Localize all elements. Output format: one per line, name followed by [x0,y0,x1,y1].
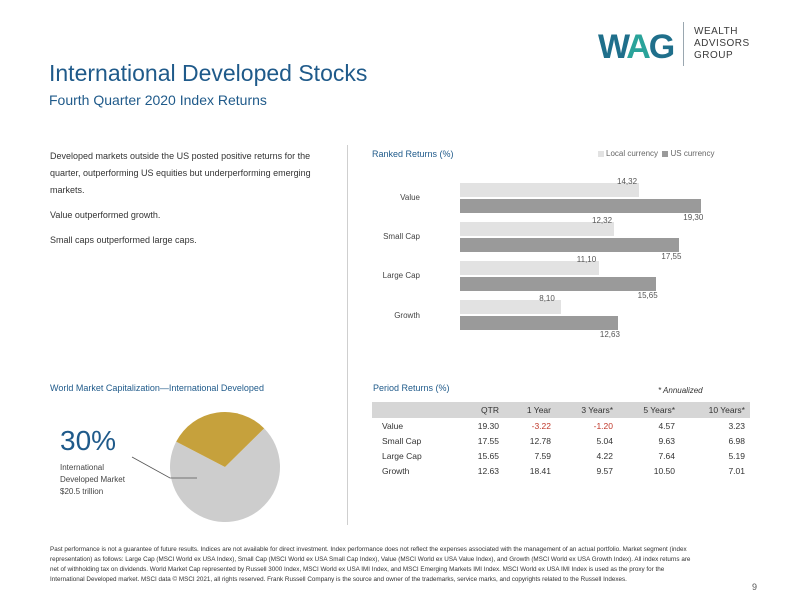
table-cell: 10.50 [653,465,675,476]
table-cell: 4.57 [658,420,675,431]
bar-label-value-local: 14,32 [617,177,638,186]
bar-value-local [460,183,639,197]
annualized-note: * Annualized [658,386,703,395]
table-cell: 18.41 [529,465,551,476]
table-cell: 6.98 [728,435,745,446]
bar-large-cap-local [460,261,599,275]
table-cell: 4.22 [596,450,613,461]
legend-usd-label: US currency [670,149,715,158]
pie-note: International Developed Market $20.5 tri… [60,462,150,498]
legend-swatch-local [598,150,604,157]
bar-growth-local [460,300,562,314]
table-cell: 5.04 [596,435,613,446]
table-cell: 9.63 [658,435,675,446]
pie-note-line-3: $20.5 trillion [60,487,104,496]
bar-small-cap-usd [460,238,680,252]
table-header-5yr: 5 Years* [618,402,680,418]
bar-label-small-cap-usd: 17,55 [661,252,682,261]
table-cell: -3.22 [531,420,551,431]
table-row: Growth 12.63 18.41 9.57 10.50 7.01 [372,463,750,478]
logo-wordmark: WEALTH ADVISORS GROUP [694,26,750,62]
pie-note-line-1: International [60,463,105,472]
logo-line-1: WEALTH [694,26,738,37]
table-cell: 3.23 [728,420,745,431]
table-header-row: QTR 1 Year 3 Years* 5 Years* 10 Years* [372,402,750,418]
table-cell: 17.55 [477,435,499,446]
market-cap-title: World Market Capitalization—Internationa… [50,383,264,393]
table-cell: 7.01 [728,465,745,476]
market-cap-pie-chart [131,412,280,522]
table-cell: Large Cap [382,450,422,461]
pie-callout-line [131,456,197,479]
commentary-line-3: Small caps outperformed large caps. [50,235,197,245]
commentary: Developed markets outside the US posted … [50,148,340,257]
table-cell: 12.78 [529,435,551,446]
logo-letter-w: W [598,28,628,66]
table-row: Large Cap 15.65 7.59 4.22 7.64 5.19 [372,448,750,463]
category-label-small-cap: Small Cap [383,232,420,241]
legend-local-label: Local currency [606,149,659,158]
bar-growth-usd [460,316,618,330]
bar-label-small-cap-local: 12,32 [592,216,613,225]
table-cell: 15.65 [477,450,499,461]
period-returns-table: QTR 1 Year 3 Years* 5 Years* 10 Years* V… [372,402,750,478]
commentary-line-2: Value outperformed growth. [50,210,161,220]
logo-mark: WAG [598,28,675,67]
logo-letter-a: A [626,28,651,66]
legend-swatch-usd [662,150,669,157]
table-header-10yr: 10 Years* [680,402,750,418]
bar-large-cap-usd [460,277,656,291]
table-header-1yr: 1 Year [504,402,556,418]
bar-label-large-cap-local: 11,10 [576,255,597,264]
table-cell: 7.59 [534,450,551,461]
pie-slice-rest-of-world [169,428,280,522]
bar-label-growth-usd: 12,63 [599,330,620,339]
table-cell: 9.57 [596,465,613,476]
page-title: International Developed Stocks [49,60,368,86]
section-divider [347,145,348,525]
category-label-growth: Growth [394,311,420,320]
bar-label-value-usd: 19,30 [683,213,704,222]
category-label-large-cap: Large Cap [382,271,420,280]
table-cell: Small Cap [382,435,422,446]
table-row: Small Cap 17.55 12.78 5.04 9.63 6.98 [372,433,750,448]
commentary-line-1: Developed markets outside the US posted … [50,151,311,195]
bar-label-large-cap-usd: 15,65 [637,291,658,300]
page-subtitle: Fourth Quarter 2020 Index Returns [49,92,267,108]
pie-note-line-2: Developed Market [60,475,125,484]
logo-divider [683,22,684,66]
table-row: Value 19.30 -3.22 -1.20 4.57 3.23 [372,418,750,433]
period-returns-title: Period Returns (%) [373,383,450,393]
bar-label-growth-local: 8,10 [539,294,555,303]
ranked-returns-title: Ranked Returns (%) [372,149,454,159]
table-cell: Growth [382,465,410,476]
table-header-qtr: QTR [452,402,504,418]
disclosure-footer: Past performance is not a guarantee of f… [50,546,691,583]
table-cell: -1.20 [593,420,613,431]
logo-letter-g: G [648,28,675,66]
table-header-blank [372,402,452,418]
logo-line-3: GROUP [694,50,734,61]
bar-small-cap-local [460,222,614,236]
logo-line-2: ADVISORS [694,38,750,49]
category-label-value: Value [400,193,420,202]
page-number: 9 [752,582,758,592]
table-cell: Value [382,420,404,431]
table-cell: 12.63 [477,465,499,476]
table-cell: 7.64 [658,450,675,461]
bar-value-usd [460,199,702,213]
company-logo: WAG WEALTH ADVISORS GROUP [598,22,758,68]
table-cell: 5.19 [728,450,745,461]
pie-slice-international-developed [176,412,265,467]
table-header-3yr: 3 Years* [556,402,618,418]
pie-percent-label: 30% [60,425,117,456]
table-cell: 19.30 [477,420,499,431]
chart-legend: Local currency US currency [598,149,715,158]
